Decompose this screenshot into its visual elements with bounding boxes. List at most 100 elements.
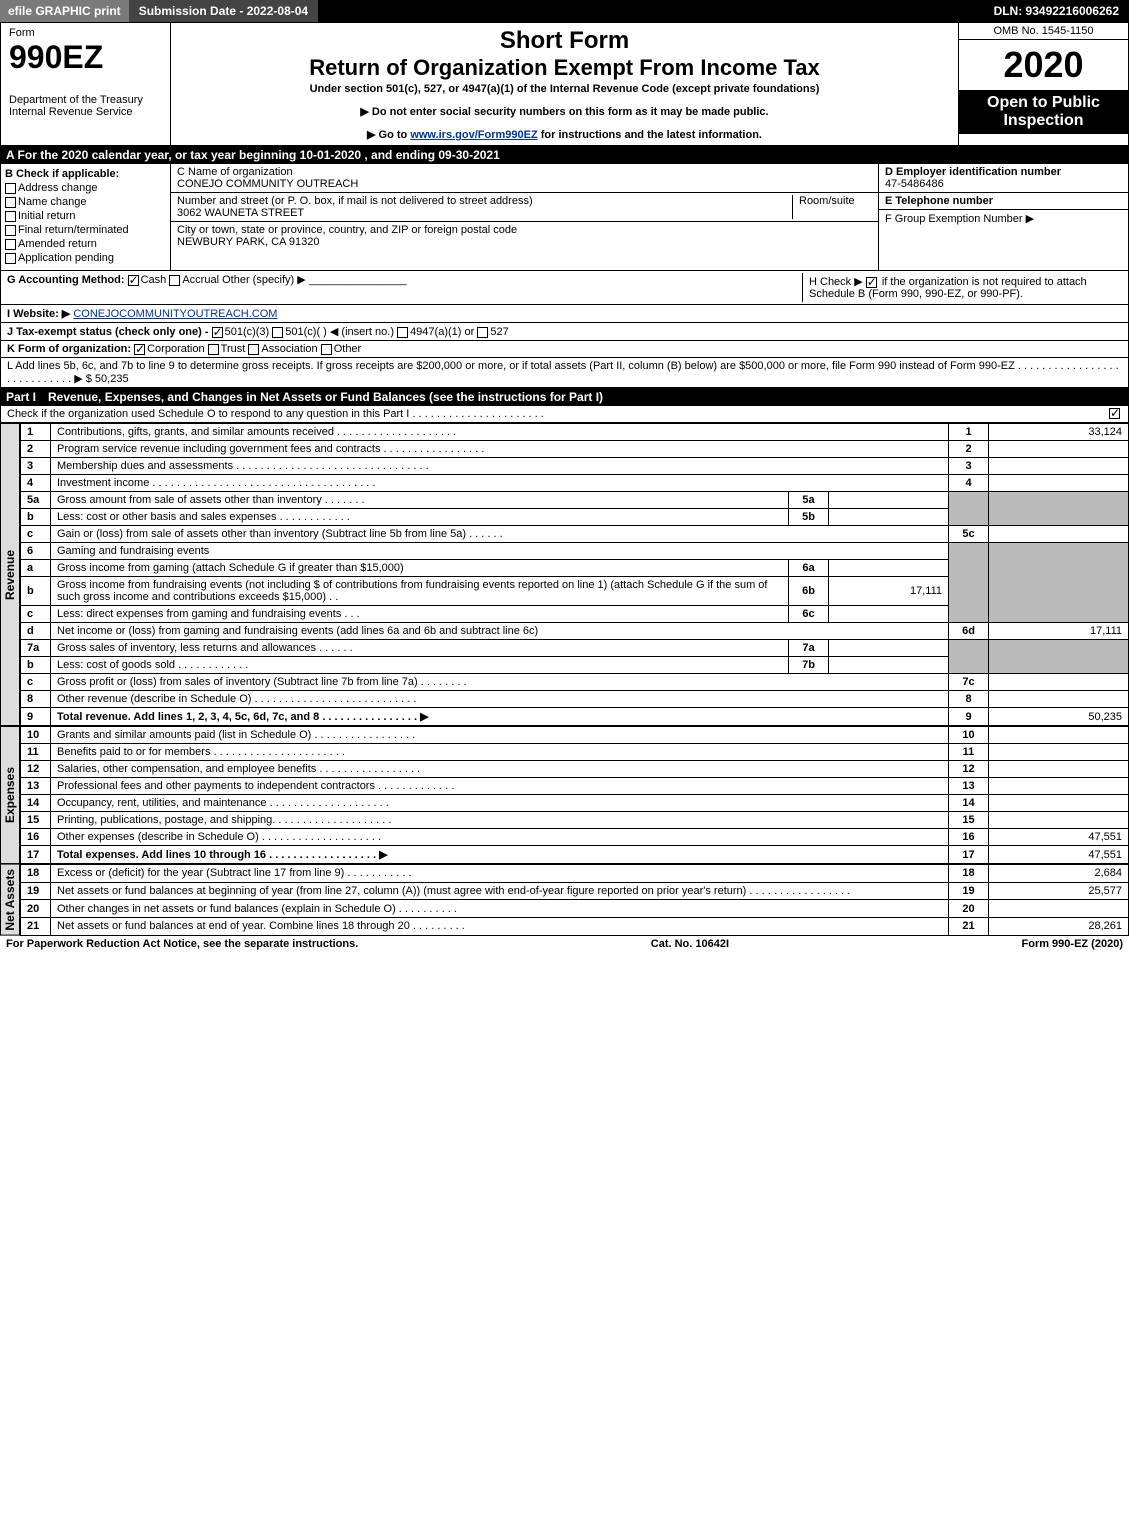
org-name: CONEJO COMMUNITY OUTREACH	[177, 178, 872, 190]
cb-corp[interactable]	[134, 344, 145, 355]
line-20: 20Other changes in net assets or fund ba…	[21, 900, 1129, 918]
cb-address-change[interactable]: Address change	[5, 182, 166, 194]
goto-line: ▶ Go to www.irs.gov/Form990EZ for instru…	[181, 128, 948, 141]
cb-501c3[interactable]	[212, 327, 223, 338]
f-group: F Group Exemption Number ▶	[885, 212, 1122, 225]
expenses-section: Expenses 10Grants and similar amounts pa…	[0, 726, 1129, 864]
tax-year: 2020	[959, 40, 1128, 90]
org-address: 3062 WAUNETA STREET	[177, 207, 792, 219]
line-7c: cGross profit or (loss) from sales of in…	[21, 674, 1129, 691]
under-section: Under section 501(c), 527, or 4947(a)(1)…	[181, 83, 948, 95]
form-header: Form 990EZ Department of the Treasury In…	[0, 22, 1129, 146]
goto-pre: ▶ Go to	[367, 129, 410, 141]
cb-pending[interactable]: Application pending	[5, 252, 166, 264]
form-number: 990EZ	[9, 39, 162, 76]
cb-cash[interactable]	[128, 275, 139, 286]
line-14: 14Occupancy, rent, utilities, and mainte…	[21, 795, 1129, 812]
line-2: 2Program service revenue including gover…	[21, 441, 1129, 458]
line-18: 18Excess or (deficit) for the year (Subt…	[21, 865, 1129, 883]
cb-assoc[interactable]	[248, 344, 259, 355]
row-k: K Form of organization: Corporation Trus…	[0, 341, 1129, 358]
part1-check-o: Check if the organization used Schedule …	[0, 406, 1129, 423]
line-15: 15Printing, publications, postage, and s…	[21, 812, 1129, 829]
line-3: 3Membership dues and assessments . . . .…	[21, 458, 1129, 475]
cb-schedule-o[interactable]	[1109, 408, 1120, 419]
line-8: 8Other revenue (describe in Schedule O) …	[21, 691, 1129, 708]
row-l: L Add lines 5b, 6c, and 7b to line 9 to …	[0, 358, 1129, 388]
section-c: C Name of organization CONEJO COMMUNITY …	[171, 164, 878, 270]
line-17: 17Total expenses. Add lines 10 through 1…	[21, 846, 1129, 864]
top-bar: efile GRAPHIC print Submission Date - 20…	[0, 0, 1129, 22]
line-6d: dNet income or (loss) from gaming and fu…	[21, 623, 1129, 640]
c-name-label: C Name of organization	[177, 166, 872, 178]
goto-post: for instructions and the latest informat…	[538, 129, 762, 141]
room-suite-label: Room/suite	[792, 195, 872, 219]
footer-left: For Paperwork Reduction Act Notice, see …	[6, 938, 358, 950]
ein-label: D Employer identification number	[885, 166, 1122, 178]
org-city: NEWBURY PARK, CA 91320	[177, 236, 872, 248]
revenue-side-label: Revenue	[0, 423, 20, 726]
info-grid: B Check if applicable: Address change Na…	[0, 164, 1129, 271]
line-9: 9Total revenue. Add lines 1, 2, 3, 4, 5c…	[21, 708, 1129, 726]
line-5a: 5aGross amount from sale of assets other…	[21, 492, 1129, 509]
tel-label: E Telephone number	[885, 195, 1122, 207]
cb-4947[interactable]	[397, 327, 408, 338]
return-title: Return of Organization Exempt From Incom…	[181, 55, 948, 81]
cb-sched-b[interactable]	[866, 277, 877, 288]
section-h: H Check ▶ if the organization is not req…	[802, 273, 1122, 302]
line-4: 4Investment income . . . . . . . . . . .…	[21, 475, 1129, 492]
part-1-header: Part I Revenue, Expenses, and Changes in…	[0, 388, 1129, 406]
cb-final-return[interactable]: Final return/terminated	[5, 224, 166, 236]
line-11: 11Benefits paid to or for members . . . …	[21, 744, 1129, 761]
ssn-note: ▶ Do not enter social security numbers o…	[181, 105, 948, 118]
line-21: 21Net assets or fund balances at end of …	[21, 917, 1129, 935]
line-19: 19Net assets or fund balances at beginni…	[21, 882, 1129, 900]
b-title: B Check if applicable:	[5, 168, 166, 180]
row-i: I Website: ▶ CONEJOCOMMUNITYOUTREACH.COM	[0, 305, 1129, 323]
line-a: A For the 2020 calendar year, or tax yea…	[0, 146, 1129, 164]
netassets-table: 18Excess or (deficit) for the year (Subt…	[20, 864, 1129, 936]
page-footer: For Paperwork Reduction Act Notice, see …	[0, 936, 1129, 952]
open-to-public: Open to Public Inspection	[959, 90, 1128, 134]
omb-number: OMB No. 1545-1150	[959, 23, 1128, 40]
row-g-h: G Accounting Method: Cash Accrual Other …	[0, 271, 1129, 305]
efile-label: efile GRAPHIC print	[0, 0, 129, 22]
g-label: G Accounting Method:	[7, 274, 125, 286]
footer-form: Form 990-EZ (2020)	[1022, 938, 1123, 950]
line-6: 6Gaming and fundraising events	[21, 543, 1129, 560]
short-form-title: Short Form	[181, 27, 948, 55]
netassets-side-label: Net Assets	[0, 864, 20, 936]
cb-initial-return[interactable]: Initial return	[5, 210, 166, 222]
dept-irs: Internal Revenue Service	[9, 106, 162, 118]
cb-501c[interactable]	[272, 327, 283, 338]
cb-amended[interactable]: Amended return	[5, 238, 166, 250]
netassets-section: Net Assets 18Excess or (deficit) for the…	[0, 864, 1129, 936]
dept-treasury: Department of the Treasury	[9, 94, 162, 106]
line-1: 1Contributions, gifts, grants, and simil…	[21, 424, 1129, 441]
form-word: Form	[9, 27, 162, 39]
ein-value: 47-5486486	[885, 178, 1122, 190]
cb-trust[interactable]	[208, 344, 219, 355]
dln: DLN: 93492216006262	[984, 0, 1129, 22]
line-12: 12Salaries, other compensation, and empl…	[21, 761, 1129, 778]
line-16: 16Other expenses (describe in Schedule O…	[21, 829, 1129, 846]
footer-cat: Cat. No. 10642I	[651, 938, 729, 950]
line-10: 10Grants and similar amounts paid (list …	[21, 727, 1129, 744]
revenue-table: 1Contributions, gifts, grants, and simil…	[20, 423, 1129, 726]
line-13: 13Professional fees and other payments t…	[21, 778, 1129, 795]
section-b: B Check if applicable: Address change Na…	[1, 164, 171, 270]
cb-accrual[interactable]	[169, 275, 180, 286]
expenses-table: 10Grants and similar amounts paid (list …	[20, 726, 1129, 864]
submission-date: Submission Date - 2022-08-04	[129, 0, 318, 22]
website-link[interactable]: CONEJOCOMMUNITYOUTREACH.COM	[73, 308, 277, 320]
irs-link[interactable]: www.irs.gov/Form990EZ	[410, 129, 537, 141]
row-j: J Tax-exempt status (check only one) - 5…	[0, 323, 1129, 341]
cb-name-change[interactable]: Name change	[5, 196, 166, 208]
expenses-side-label: Expenses	[0, 726, 20, 864]
section-d: D Employer identification number 47-5486…	[878, 164, 1128, 270]
city-label: City or town, state or province, country…	[177, 224, 872, 236]
cb-527[interactable]	[477, 327, 488, 338]
addr-label: Number and street (or P. O. box, if mail…	[177, 195, 792, 207]
cb-other[interactable]	[321, 344, 332, 355]
line-5c: cGain or (loss) from sale of assets othe…	[21, 526, 1129, 543]
